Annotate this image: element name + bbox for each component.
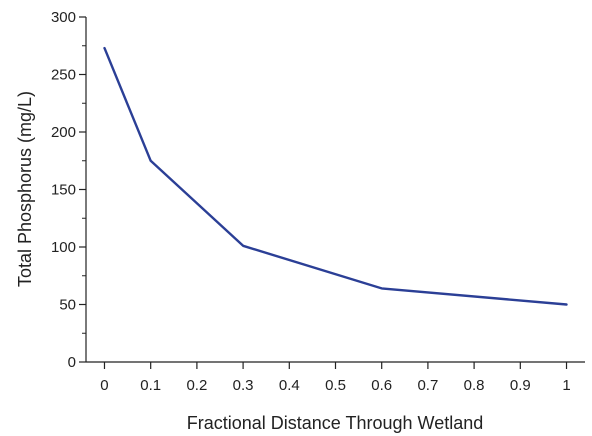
y-tick-label: 100 [51,239,76,256]
x-tick-label: 0.2 [186,377,207,394]
series [103,46,568,306]
y-tick-label: 150 [51,182,76,199]
y-ticks: 0 50 100 150 200 250 300 [51,9,86,371]
x-tick-label: 0.6 [371,377,392,394]
x-axis-title: Fractional Distance Through Wetland [187,413,484,433]
x-tick-label: 0.8 [464,377,485,394]
x-tick-label: 0 [100,377,108,394]
y-axis-title: Total Phosphorus (mg/L) [15,91,35,287]
x-tick-label: 0.3 [233,377,254,394]
y-tick-label: 300 [51,9,76,26]
x-tick-label: 0.4 [279,377,300,394]
x-tick-label: 1 [562,377,570,394]
x-tick-label: 0.7 [417,377,438,394]
x-tick-label: 0.9 [510,377,531,394]
y-tick-label: 250 [51,67,76,84]
y-tick-label: 0 [68,354,76,371]
axes [85,17,585,363]
y-tick-label: 200 [51,124,76,141]
x-tick-label: 0.5 [325,377,346,394]
x-ticks: 0 0.1 0.2 0.3 0.4 0.5 0.6 0.7 0.8 0.9 1 [100,362,571,394]
y-tick-label: 50 [59,297,76,314]
x-tick-label: 0.1 [140,377,161,394]
series-line [103,46,568,306]
